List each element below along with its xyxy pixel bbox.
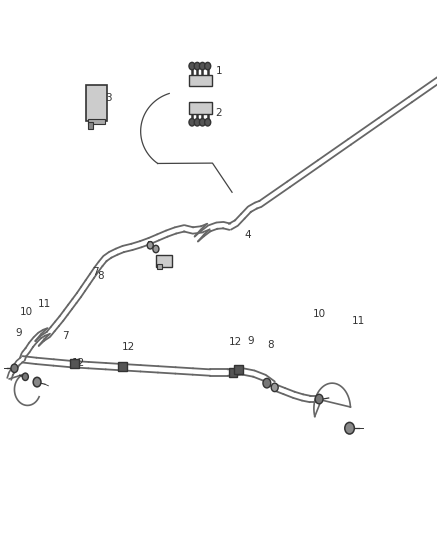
Circle shape <box>205 62 211 70</box>
Circle shape <box>199 62 205 70</box>
Text: 10: 10 <box>313 309 326 319</box>
Bar <box>88 122 93 128</box>
Circle shape <box>263 378 271 388</box>
Text: 9: 9 <box>247 336 254 346</box>
Circle shape <box>194 118 200 126</box>
Bar <box>70 359 79 368</box>
Text: 8: 8 <box>267 340 274 350</box>
Bar <box>157 264 162 269</box>
Bar <box>86 85 107 120</box>
Text: 4: 4 <box>244 230 251 240</box>
Bar <box>188 75 212 86</box>
Circle shape <box>153 245 159 253</box>
Text: 2: 2 <box>215 108 223 118</box>
Text: 6: 6 <box>162 256 169 266</box>
Circle shape <box>315 394 323 404</box>
Text: 7: 7 <box>63 332 69 342</box>
Circle shape <box>189 62 195 70</box>
Circle shape <box>22 373 28 381</box>
Text: 5: 5 <box>146 241 153 252</box>
Circle shape <box>271 383 278 392</box>
Text: 11: 11 <box>352 316 365 326</box>
Circle shape <box>194 62 200 70</box>
Bar <box>234 365 243 374</box>
Text: 12: 12 <box>122 342 135 352</box>
Circle shape <box>199 118 205 126</box>
Text: 1: 1 <box>215 67 223 76</box>
Circle shape <box>345 422 354 434</box>
Bar <box>188 102 212 114</box>
Text: 10: 10 <box>20 306 33 317</box>
Circle shape <box>189 118 195 126</box>
Text: 12: 12 <box>72 358 85 368</box>
Text: 12: 12 <box>229 337 242 347</box>
Text: 3: 3 <box>105 93 111 103</box>
Bar <box>118 362 127 371</box>
Bar <box>156 255 173 266</box>
Circle shape <box>11 364 18 373</box>
Circle shape <box>33 377 41 387</box>
Bar <box>88 119 105 124</box>
Circle shape <box>147 241 153 249</box>
Text: 7: 7 <box>92 267 98 277</box>
Text: 8: 8 <box>97 271 104 281</box>
Circle shape <box>205 118 211 126</box>
Bar <box>229 368 237 377</box>
Text: 11: 11 <box>37 298 51 309</box>
Text: 9: 9 <box>15 328 22 338</box>
